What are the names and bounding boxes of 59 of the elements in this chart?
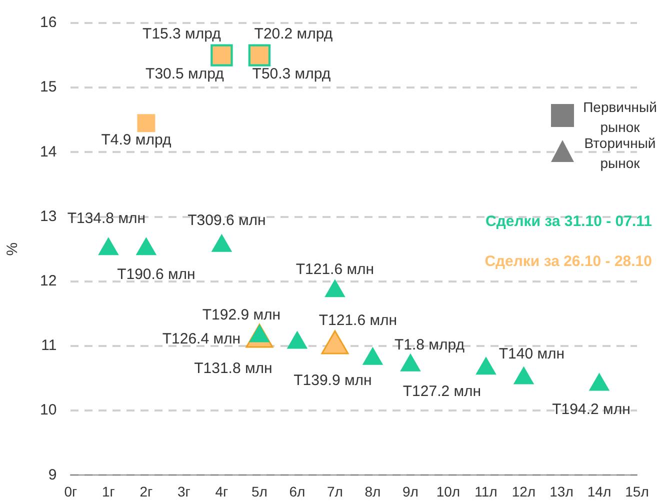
x-tick-label: 5л bbox=[251, 483, 268, 500]
point bbox=[137, 114, 156, 132]
y-axis-title: % bbox=[4, 242, 22, 256]
y-tick-label: 14 bbox=[40, 143, 57, 160]
annotation: Сделки за 31.10 - 07.11 bbox=[484, 213, 652, 230]
x-tick-label: 1г bbox=[102, 483, 115, 500]
point bbox=[514, 366, 534, 384]
y-tick-label: 16 bbox=[40, 14, 57, 32]
annotation: Сделки за 26.10 - 28.10 bbox=[484, 253, 652, 270]
data-label: T140 млн bbox=[498, 345, 565, 362]
x-tick-label: 6л bbox=[289, 483, 306, 500]
x-tick-label: 0г bbox=[64, 483, 78, 500]
point bbox=[400, 354, 420, 372]
x-tick-label: 13л bbox=[550, 483, 574, 500]
data-label: T121.6 млн bbox=[296, 261, 374, 278]
data-label: T309.6 млн bbox=[188, 212, 266, 230]
point bbox=[287, 331, 308, 349]
point bbox=[362, 347, 383, 365]
x-tick-label: 4г bbox=[215, 483, 228, 500]
x-tick-label: 7л bbox=[326, 483, 343, 500]
y-tick-label: 9 bbox=[48, 466, 57, 484]
annotation: Вторичный рынок bbox=[583, 135, 657, 173]
data-label: T50.3 млрд bbox=[252, 65, 331, 82]
x-tick-label: 2г bbox=[140, 483, 153, 500]
x-tick-label: 10л bbox=[436, 483, 460, 500]
annotation: Первичный рынок bbox=[582, 98, 658, 137]
y-tick-label: 13 bbox=[40, 208, 57, 225]
x-tick-label: 12л bbox=[512, 483, 536, 500]
y-tick-label: 15 bbox=[40, 78, 57, 96]
point bbox=[476, 357, 496, 375]
point bbox=[98, 238, 118, 256]
x-tick-label: 8л bbox=[364, 483, 381, 500]
point bbox=[136, 238, 156, 256]
data-label: T131.8 млн bbox=[194, 360, 272, 377]
point bbox=[324, 280, 345, 298]
data-label: T139.9 млн bbox=[294, 372, 372, 390]
data-label: T30.5 млрд bbox=[146, 65, 224, 82]
x-tick-label: 11л bbox=[474, 483, 498, 500]
data-label: T1.8 млрд bbox=[394, 336, 465, 354]
data-label: T127.2 млн bbox=[402, 382, 482, 400]
data-label: T121.6 млн bbox=[318, 312, 398, 330]
data-label: T194.2 млн bbox=[552, 400, 630, 418]
x-tick-label: 3г bbox=[177, 483, 190, 500]
data-label: T192.9 млн bbox=[202, 306, 281, 324]
data-label: T20.2 млрд bbox=[254, 25, 333, 42]
data-label: T126.4 млн bbox=[162, 330, 241, 348]
data-label: T190.6 млн bbox=[117, 266, 196, 284]
x-tick-label: 15л bbox=[625, 483, 649, 500]
x-tick-label: 14л bbox=[587, 483, 612, 500]
point bbox=[589, 373, 610, 391]
data-label: T15.3 млрд bbox=[142, 25, 222, 42]
point bbox=[212, 234, 232, 252]
data-label: T134.8 млн bbox=[67, 210, 146, 228]
point bbox=[321, 330, 349, 354]
x-tick-label: 9л bbox=[402, 483, 418, 500]
data-label: T4.9 млрд bbox=[101, 131, 172, 148]
y-tick-label: 10 bbox=[40, 402, 57, 419]
y-tick-label: 11 bbox=[41, 337, 57, 354]
y-tick-label: 12 bbox=[40, 272, 57, 290]
